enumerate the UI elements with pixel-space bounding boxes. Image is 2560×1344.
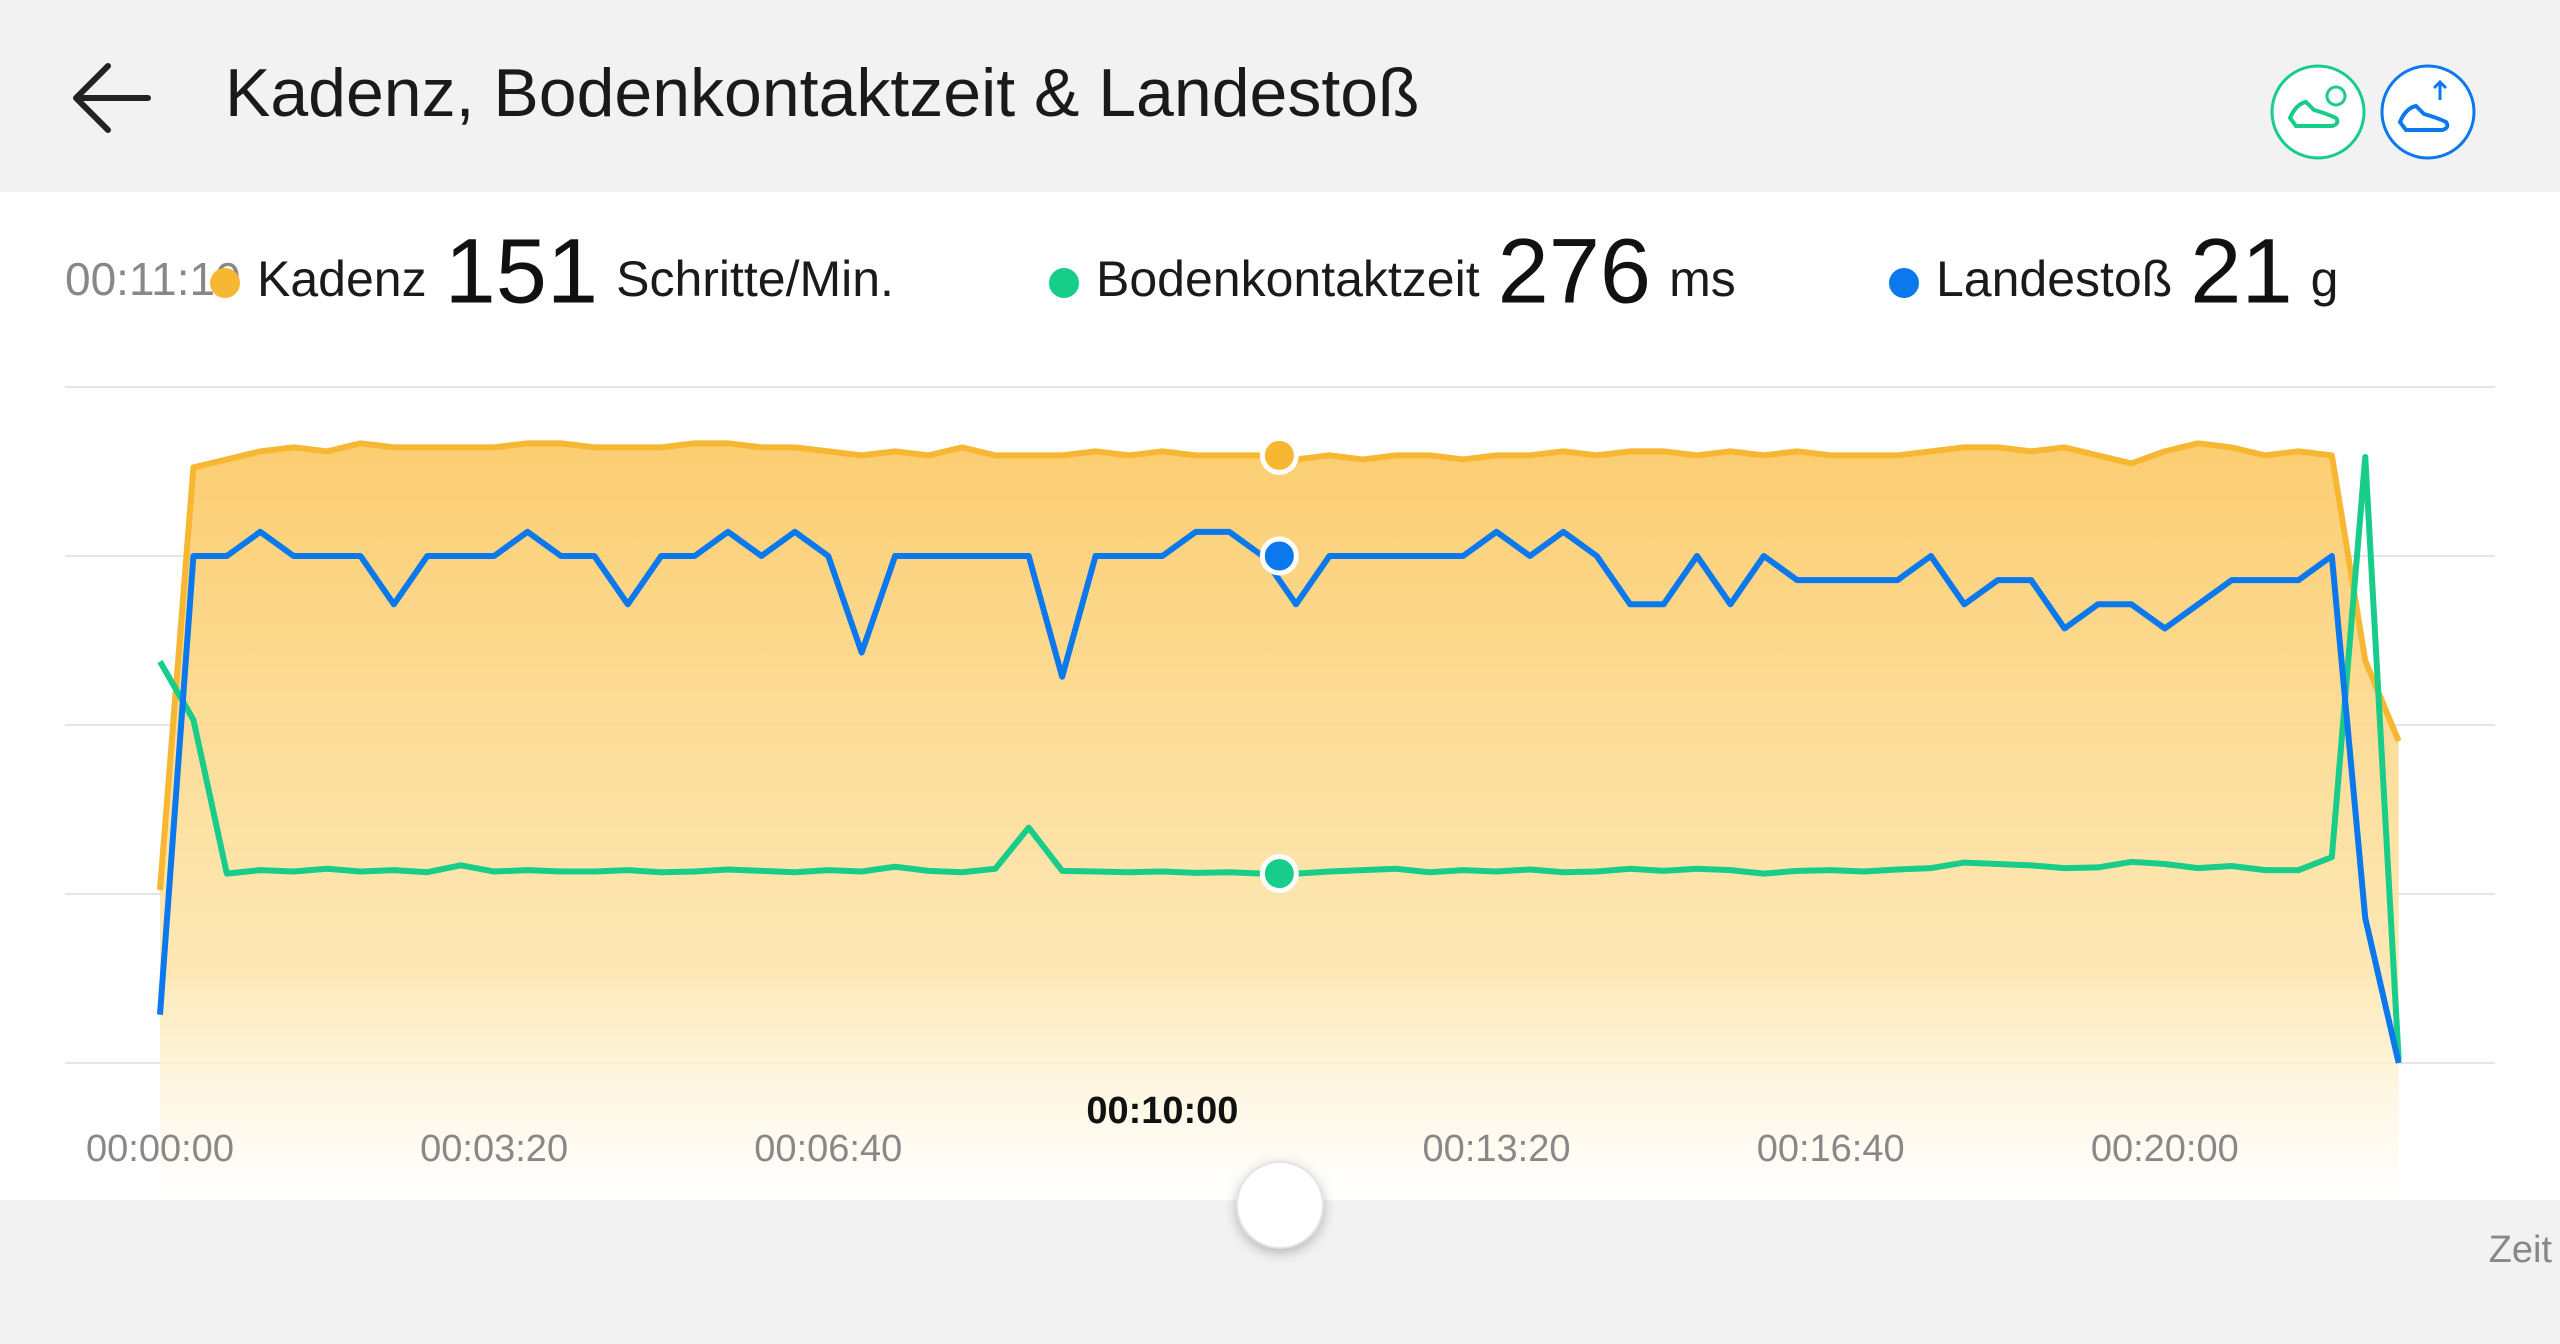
back-button[interactable] xyxy=(73,63,151,133)
top-bar xyxy=(0,0,2560,192)
legend-dot xyxy=(210,268,240,298)
readout-unit: Schritte/Min. xyxy=(616,251,894,307)
cursor-dot xyxy=(1259,854,1299,894)
page-title: Kadenz, Bodenkontaktzeit & Landestoß xyxy=(225,55,1420,131)
readout-unit: ms xyxy=(1669,251,1736,307)
x-tick-label: 00:00:00 xyxy=(86,1128,234,1170)
x-tick-label: 00:03:20 xyxy=(420,1128,568,1170)
legend-name: Landestoß xyxy=(1936,251,2172,307)
cursor-dot xyxy=(1259,536,1299,576)
x-tick-label: 00:13:20 xyxy=(1423,1128,1571,1170)
legend-dot xyxy=(1049,268,1079,298)
readout-value: 276 xyxy=(1498,220,1652,322)
x-tick-label: 00:20:00 xyxy=(2091,1128,2239,1170)
legend-name: Bodenkontaktzeit xyxy=(1096,251,1480,307)
cadence-contact-button[interactable] xyxy=(2270,64,2366,160)
readout-unit: g xyxy=(2311,251,2339,307)
legend-name: Kadenz xyxy=(257,251,427,307)
x-tick-label: 00:06:40 xyxy=(754,1128,902,1170)
readout-value: 151 xyxy=(445,220,599,322)
x-axis-label: Zeit xyxy=(2489,1229,2553,1271)
impact-button[interactable] xyxy=(2380,64,2476,160)
readout-value: 21 xyxy=(2190,220,2292,322)
x-tick-label: 00:16:40 xyxy=(1757,1128,1905,1170)
x-tick-label-active: 00:10:00 xyxy=(1086,1090,1238,1132)
legend-dot xyxy=(1889,268,1919,298)
slider-knob[interactable] xyxy=(1236,1161,1324,1249)
cursor-dot xyxy=(1259,435,1299,475)
series-line xyxy=(157,528,2402,1064)
